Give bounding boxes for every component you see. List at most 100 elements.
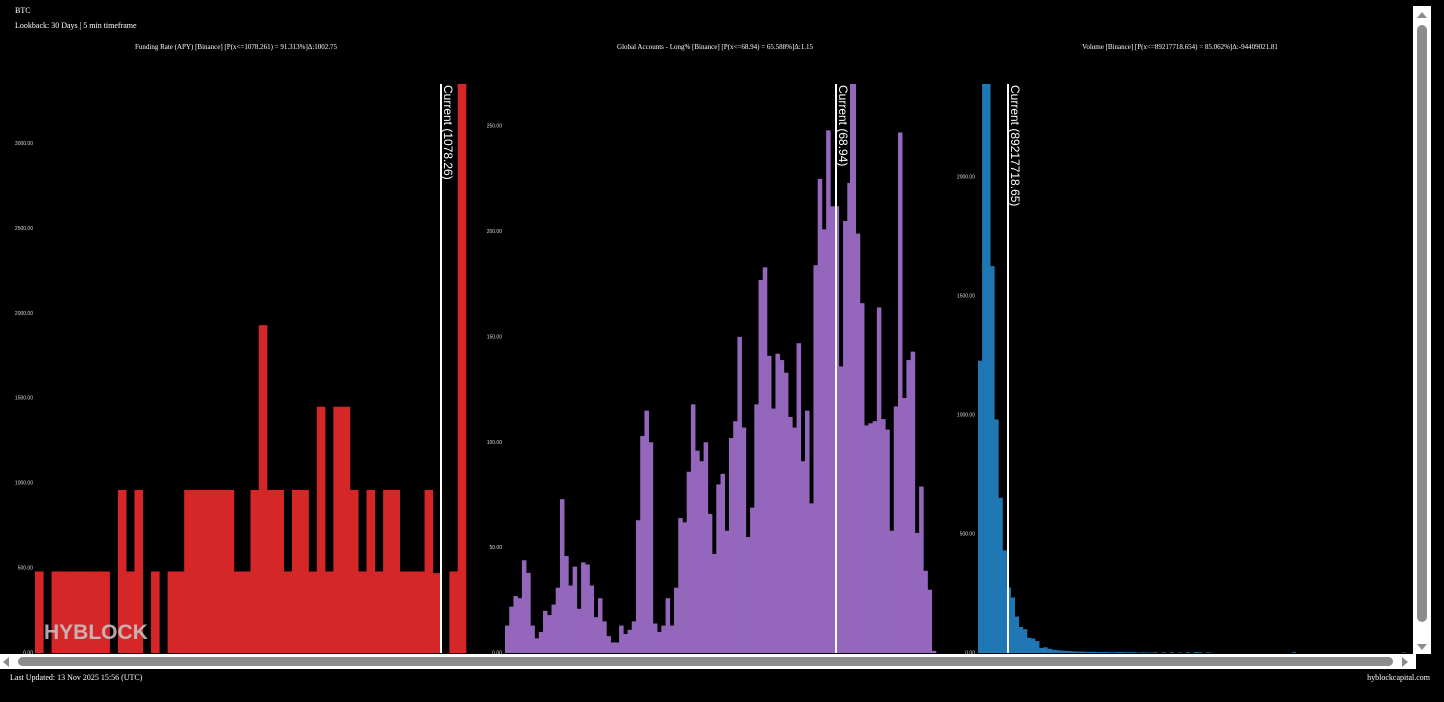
histogram-bar [838, 366, 844, 653]
histogram-bar [242, 571, 251, 653]
histogram-bar [881, 419, 886, 653]
histogram-bar [678, 518, 683, 653]
histogram-bar [564, 556, 569, 653]
histogram-bar [640, 435, 645, 653]
histogram-bar [876, 307, 882, 653]
horizontal-scroll-thumb[interactable] [18, 657, 1393, 666]
histogram-bar [1112, 652, 1117, 653]
histogram-bar [1067, 651, 1073, 653]
histogram-bar [817, 178, 823, 653]
histogram-bar [258, 325, 268, 653]
y-tick-label: 0.00 [492, 651, 502, 655]
histogram-bar [559, 499, 565, 653]
histogram-bar [51, 571, 61, 653]
histogram-bar [669, 625, 675, 653]
histogram-bar [1018, 627, 1024, 653]
histogram-bar [1153, 652, 1158, 653]
y-tick-label: 0.00 [23, 651, 33, 655]
histogram-bar [902, 398, 907, 653]
histogram-bar [1104, 652, 1109, 653]
histogram-bar [374, 571, 384, 653]
histogram-bar [750, 507, 755, 653]
histogram-bar [986, 84, 991, 653]
histogram-bar [923, 570, 928, 653]
histogram-bar [661, 625, 666, 653]
histogram-bar [416, 571, 425, 653]
histogram-bar [399, 571, 409, 653]
y-tick-label: 150.00 [487, 334, 503, 340]
histogram-bar [775, 353, 780, 653]
scroll-left-arrow-icon[interactable] [3, 657, 9, 667]
histogram-bar [568, 585, 573, 653]
current-value-label: Current (1078.26) [441, 85, 455, 180]
histogram-bar [805, 410, 810, 653]
y-tick-label: 500.00 [18, 566, 34, 572]
y-tick-label: 50.00 [489, 545, 502, 551]
histogram-bar [627, 629, 633, 653]
y-tick-label: 100.00 [487, 440, 503, 446]
histogram-bar [1059, 650, 1064, 653]
histogram-bar [686, 471, 692, 653]
histogram-bar [283, 571, 293, 653]
histogram-bar [699, 461, 704, 653]
histogram-bar [998, 497, 1003, 653]
histogram-bar [1096, 652, 1101, 653]
y-tick-label: 500.00 [960, 531, 976, 537]
histogram-bar [927, 589, 933, 653]
histogram-bar [606, 636, 611, 653]
vertical-scroll-thumb[interactable] [1417, 25, 1427, 622]
scroll-down-arrow-icon[interactable] [1417, 644, 1427, 650]
histogram-bar [424, 489, 434, 653]
histogram-bar [59, 571, 69, 653]
histogram-bar [449, 571, 459, 653]
histogram-bar [555, 587, 561, 653]
histogram-bar [209, 489, 218, 653]
symbol-label: BTC [15, 6, 31, 15]
histogram-bar [325, 571, 334, 653]
histogram-bar [589, 585, 595, 653]
histogram-bar [733, 421, 738, 653]
y-tick-label: 1000.00 [957, 412, 975, 418]
histogram-bar [572, 566, 578, 653]
histogram-bar [796, 343, 802, 653]
current-label-background [442, 84, 455, 197]
histogram-bar [457, 84, 467, 653]
lookback-label: Lookback: 30 Days | 5 min timeframe [15, 21, 137, 30]
site-link[interactable]: hyblockcapital.com [1367, 673, 1430, 682]
y-tick-label: 2000.00 [15, 311, 33, 317]
histogram-bar [358, 571, 367, 653]
histogram-bar [652, 623, 658, 653]
y-tick-label: 0.00 [965, 651, 975, 655]
histogram-bar [585, 564, 590, 653]
histogram-bar [225, 489, 235, 653]
histogram-bar [716, 484, 721, 653]
histogram-bar [859, 303, 865, 653]
histogram-bar [754, 404, 759, 653]
histogram-bar [308, 571, 318, 653]
histogram-bar [509, 606, 514, 653]
histogram-bar [275, 489, 284, 653]
histogram-bar [610, 642, 616, 653]
histogram-bar [762, 267, 768, 653]
histogram-bar [758, 279, 764, 653]
current-label-background [1009, 84, 1022, 223]
histogram-bar [720, 473, 726, 653]
horizontal-scrollbar[interactable] [0, 654, 1416, 669]
vertical-scrollbar[interactable] [1413, 6, 1431, 654]
histogram-bar [521, 560, 527, 653]
histogram-bar [1010, 597, 1015, 653]
histogram-bar [648, 442, 654, 653]
histogram-bar [551, 604, 557, 653]
histogram-bar [1043, 647, 1048, 653]
histogram-bar [847, 84, 852, 653]
histogram-bar [644, 410, 649, 653]
histogram-bar [1063, 650, 1068, 653]
histogram-bar [893, 406, 899, 653]
histogram-bar [771, 408, 776, 653]
scroll-right-arrow-icon[interactable] [1402, 657, 1408, 667]
histogram-bar [597, 598, 603, 653]
y-tick-label: 200.00 [487, 229, 503, 235]
scroll-up-arrow-icon[interactable] [1417, 12, 1427, 18]
histogram-bar [1291, 652, 1297, 653]
histogram-bar [35, 571, 44, 653]
